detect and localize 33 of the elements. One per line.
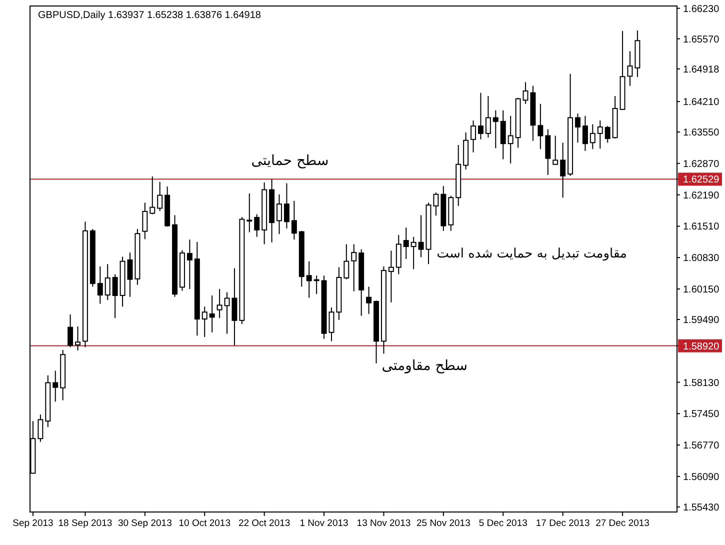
y-tick-label: 1.66230 [683, 4, 720, 15]
ref-line-label: سطح مقاومتی [382, 358, 468, 374]
x-tick-label: 30 Sep 2013 [118, 518, 172, 529]
ref-line-label: سطح حمایتی [251, 153, 329, 170]
y-tick-label: 1.58920 [683, 341, 720, 352]
x-tick-label: 1 Nov 2013 [300, 518, 348, 529]
y-tick-label: 1.56770 [683, 440, 720, 452]
y-tick-label: 1.60150 [683, 284, 720, 296]
y-tick-label: 1.59490 [683, 314, 720, 326]
y-tick-label: 1.56090 [683, 472, 720, 483]
y-tick-label: 1.62190 [683, 190, 720, 202]
x-tick-label: 22 Oct 2013 [238, 518, 290, 529]
y-tick-label: 1.65570 [683, 34, 720, 46]
y-tick-label: 1.60830 [683, 253, 720, 264]
x-tick-label: 10 Oct 2013 [178, 518, 231, 529]
annotation: مقاومت تبدیل به حمایت شده است [436, 246, 627, 262]
y-tick-label: 1.64918 [683, 64, 720, 76]
chart-title: GBPUSD,Daily 1.63937 1.65238 1.63876 1.64918 [38, 10, 262, 21]
y-tick-label: 1.57450 [683, 409, 720, 420]
y-tick-label: 1.55430 [683, 502, 720, 514]
x-tick-label: 27 Dec 2013 [596, 518, 650, 529]
x-tick-label: 17 Dec 2013 [536, 518, 590, 529]
y-tick-label: 1.61510 [683, 222, 720, 233]
x-tick-label: Sep 2013 [12, 518, 54, 529]
y-tick-label: 1.64210 [683, 97, 720, 108]
y-tick-label: 1.63550 [683, 128, 720, 139]
x-tick-label: 13 Nov 2013 [356, 518, 411, 529]
x-tick-label: 5 Dec 2013 [478, 518, 528, 529]
y-tick-label: 1.62529 [683, 174, 720, 186]
x-tick-label: 25 Nov 2013 [416, 518, 470, 529]
y-tick-label: 1.62870 [683, 158, 720, 170]
x-tick-label: 18 Sep 2013 [58, 518, 112, 529]
y-tick-label: 1.58130 [683, 378, 720, 389]
